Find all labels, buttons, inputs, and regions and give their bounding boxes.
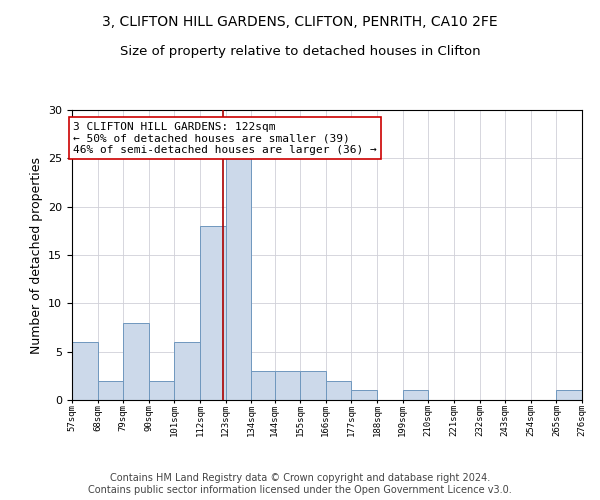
- Y-axis label: Number of detached properties: Number of detached properties: [29, 156, 43, 354]
- Bar: [403, 390, 428, 400]
- Text: 3 CLIFTON HILL GARDENS: 122sqm
← 50% of detached houses are smaller (39)
46% of : 3 CLIFTON HILL GARDENS: 122sqm ← 50% of …: [73, 122, 377, 155]
- Bar: [556, 390, 582, 400]
- Bar: [226, 158, 251, 400]
- Bar: [98, 380, 123, 400]
- Text: Contains HM Land Registry data © Crown copyright and database right 2024.
Contai: Contains HM Land Registry data © Crown c…: [88, 474, 512, 495]
- Bar: [123, 322, 149, 400]
- Bar: [300, 371, 326, 400]
- Bar: [326, 380, 352, 400]
- Bar: [149, 380, 175, 400]
- Bar: [251, 371, 275, 400]
- Text: 3, CLIFTON HILL GARDENS, CLIFTON, PENRITH, CA10 2FE: 3, CLIFTON HILL GARDENS, CLIFTON, PENRIT…: [102, 15, 498, 29]
- Bar: [352, 390, 377, 400]
- Bar: [175, 342, 200, 400]
- Bar: [275, 371, 300, 400]
- Text: Size of property relative to detached houses in Clifton: Size of property relative to detached ho…: [119, 45, 481, 58]
- Bar: [72, 342, 98, 400]
- Bar: [200, 226, 226, 400]
